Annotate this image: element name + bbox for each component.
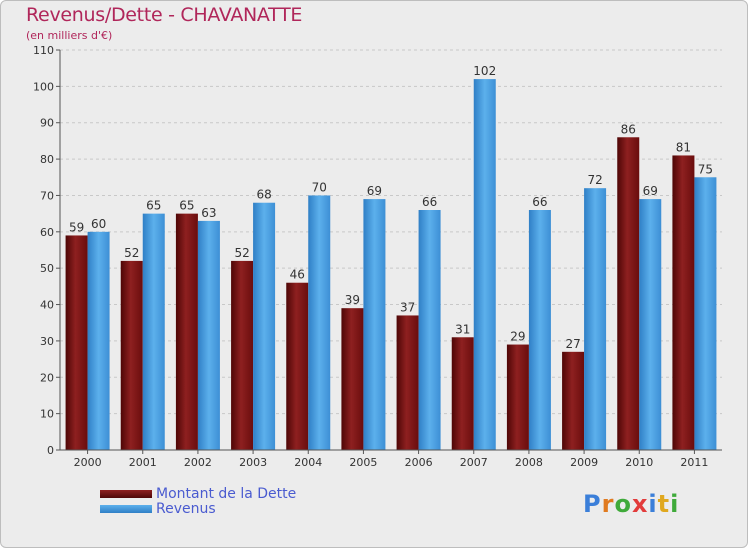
debt-bar [617, 137, 640, 451]
y-tick-label: 20 [40, 371, 54, 384]
y-tick-label: 10 [40, 408, 54, 421]
debt-bar [120, 260, 143, 450]
revenue-value-label: 102 [473, 64, 496, 78]
debt-bar [451, 337, 474, 450]
debt-bar [231, 260, 254, 450]
plot-area [60, 50, 722, 450]
legend-label-revenue: Revenus [156, 500, 216, 517]
bars-group: 59 60 52 65 65 63 52 68 46 70 39 69 37 66 31 102 29 66 27 7… [65, 64, 717, 451]
revenue-value-label: 68 [256, 188, 271, 202]
y-tick-label: 40 [40, 299, 54, 312]
revenue-bar [363, 199, 386, 450]
revenue-bar [253, 202, 276, 450]
y-tick-label: 100 [33, 80, 54, 93]
x-tick-label: 2008 [515, 456, 543, 469]
debt-bar [175, 213, 198, 450]
revenue-value-label: 65 [146, 199, 161, 213]
x-tick-label: 2009 [570, 456, 598, 469]
grid-lines [60, 49, 722, 450]
revenue-bar [694, 177, 717, 451]
axes: 0 10 20 30 40 50 60 70 80 90 100 110 2000 2001 2002 200… [33, 44, 722, 469]
chart-title: Revenus/Dette - CHAVANATTE [26, 4, 303, 26]
revenue-value-label: 66 [422, 195, 437, 209]
x-tick-label: 2010 [625, 456, 653, 469]
debt-bar [672, 155, 695, 451]
debt-value-label: 46 [290, 268, 305, 282]
legend-label-debt: Montant de la Dette [156, 485, 297, 502]
y-tick-label: 80 [40, 153, 54, 166]
debt-bar [396, 315, 419, 450]
revenue-value-label: 72 [587, 173, 602, 187]
revenue-bar [639, 199, 662, 450]
debt-value-label: 86 [621, 122, 636, 136]
revenue-bar [197, 220, 220, 450]
x-tick-label: 2003 [239, 456, 267, 469]
y-tick-label: 60 [40, 226, 54, 239]
debt-value-label: 29 [510, 330, 525, 344]
logo-letter: x [631, 490, 649, 518]
x-tick-label: 2000 [74, 456, 102, 469]
y-tick-label: 50 [40, 262, 54, 275]
debt-value-label: 52 [124, 246, 139, 260]
y-tick-label: 110 [33, 44, 54, 57]
debt-value-label: 59 [69, 220, 84, 234]
chart-subtitle: (en milliers d'€) [26, 29, 113, 42]
y-tick-label: 0 [47, 444, 54, 457]
y-tick-label: 30 [40, 335, 54, 348]
logo-letter: r [601, 490, 615, 518]
logo-letter: i [670, 490, 680, 518]
logo-letter: t [657, 490, 671, 518]
revenue-bar [87, 231, 110, 450]
proxiti-logo: Proxiti [583, 490, 679, 518]
x-tick-label: 2004 [294, 456, 322, 469]
legend-item-debt: Montant de la Dette [100, 485, 297, 502]
debt-value-label: 81 [676, 140, 691, 154]
debt-value-label: 31 [455, 322, 470, 336]
x-tick-label: 2001 [129, 456, 157, 469]
legend-swatch-debt [100, 489, 152, 498]
logo-letter: i [648, 490, 658, 518]
revenue-value-label: 75 [698, 162, 713, 176]
debt-bar [506, 344, 529, 450]
x-tick-label: 2006 [405, 456, 433, 469]
revenue-value-label: 70 [312, 180, 327, 194]
x-tick-label: 2005 [349, 456, 377, 469]
revenue-value-label: 69 [367, 184, 382, 198]
revenue-value-label: 63 [201, 206, 216, 220]
debt-value-label: 37 [400, 300, 415, 314]
x-tick-label: 2007 [460, 456, 488, 469]
debt-bar [562, 351, 585, 450]
debt-value-label: 52 [234, 246, 249, 260]
revenue-bar [528, 210, 551, 450]
revenue-value-label: 69 [643, 184, 658, 198]
debt-value-label: 27 [565, 337, 580, 351]
revenue-bar [142, 213, 165, 450]
logo-letter: P [583, 490, 602, 518]
y-tick-label: 70 [40, 189, 54, 202]
revenue-bar [308, 195, 331, 450]
debt-bar [286, 282, 309, 450]
revenue-bar [473, 79, 496, 450]
revenue-bar [584, 188, 607, 450]
revenue-value-label: 60 [91, 217, 106, 231]
legend-swatch-revenue [100, 504, 152, 513]
debt-bar [341, 308, 364, 450]
debt-value-label: 39 [345, 293, 360, 307]
legend: Montant de la Dette Revenus [100, 485, 297, 517]
debt-bar [65, 235, 88, 450]
revenue-bar [418, 210, 441, 450]
logo-letter: o [614, 490, 632, 518]
debt-value-label: 65 [179, 199, 194, 213]
legend-item-revenue: Revenus [100, 500, 296, 517]
x-tick-label: 2011 [680, 456, 708, 469]
revenue-value-label: 66 [532, 195, 547, 209]
y-tick-label: 90 [40, 117, 54, 130]
x-tick-label: 2002 [184, 456, 212, 469]
